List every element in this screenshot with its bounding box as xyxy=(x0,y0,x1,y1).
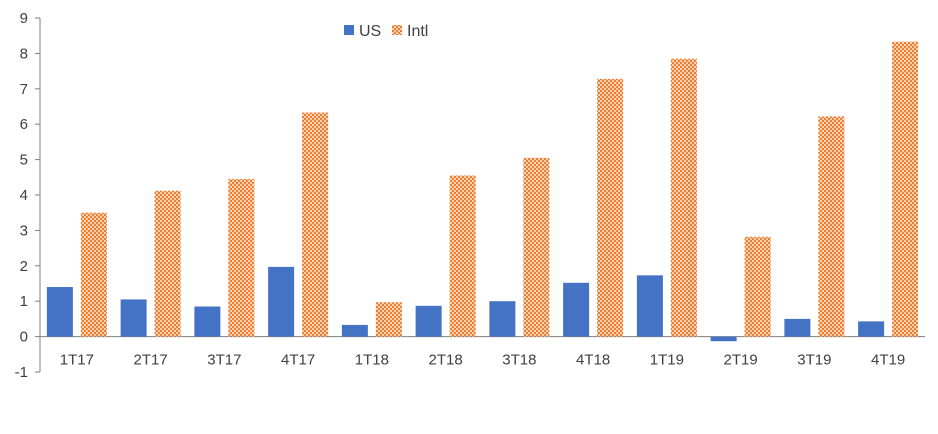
bar-us xyxy=(268,266,295,337)
legend-label-us: US xyxy=(359,23,381,40)
legend: US Intl xyxy=(344,23,428,40)
bar-us xyxy=(341,324,368,337)
x-tick-label: 1T18 xyxy=(355,352,389,369)
y-tick-label: 3 xyxy=(20,222,28,239)
x-tick-label: 4T18 xyxy=(576,352,610,369)
bar-us xyxy=(858,321,885,337)
x-tick-label: 1T17 xyxy=(60,352,94,369)
y-tick-label: -1 xyxy=(15,364,28,381)
bar-intl xyxy=(523,157,550,337)
axis-layer xyxy=(35,17,925,373)
x-tick-label: 2T19 xyxy=(724,352,758,369)
bar-us xyxy=(489,301,516,337)
bar-us xyxy=(563,282,590,337)
bar-intl xyxy=(670,58,697,337)
legend-swatch-us xyxy=(344,25,354,35)
legend-label-intl: Intl xyxy=(407,23,428,40)
bar-us xyxy=(194,306,221,337)
bar-intl xyxy=(80,212,107,337)
bar-intl xyxy=(818,116,845,337)
x-tick-label: 1T19 xyxy=(650,352,684,369)
label-layer: -1 0 1 2 3 4 5 6 7 8 9 1T17 2T17 3T17 4T17 1T18 2T18 3T18… xyxy=(15,10,906,381)
x-tick-label: 4T19 xyxy=(871,352,905,369)
bar-intl xyxy=(449,175,476,337)
x-tick-label: 2T17 xyxy=(134,352,168,369)
y-tick-label: 9 xyxy=(20,10,28,27)
bar-us xyxy=(784,318,811,337)
bar-intl xyxy=(375,302,402,337)
bar-intl xyxy=(302,112,329,337)
bar-layer xyxy=(46,41,919,342)
y-tick-label: 2 xyxy=(20,258,28,275)
bar-us xyxy=(120,299,147,337)
y-tick-label: 0 xyxy=(20,329,28,346)
x-tick-label: 3T17 xyxy=(207,352,241,369)
x-tick-label: 3T19 xyxy=(797,352,831,369)
x-tick-label: 2T18 xyxy=(429,352,463,369)
y-tick-label: 1 xyxy=(20,293,28,310)
bar-intl xyxy=(154,190,181,337)
bar-us xyxy=(415,305,442,337)
legend-swatch-intl xyxy=(392,25,402,35)
y-tick-label: 5 xyxy=(20,152,28,169)
bar-intl xyxy=(892,41,919,337)
bar-intl xyxy=(597,78,624,337)
bar-us xyxy=(636,275,663,337)
bar-intl xyxy=(228,179,255,337)
bar-us xyxy=(710,336,737,342)
bar-us xyxy=(46,287,73,337)
x-tick-label: 4T17 xyxy=(281,352,315,369)
y-tick-label: 8 xyxy=(20,45,28,62)
bar-intl xyxy=(744,236,771,337)
y-tick-label: 4 xyxy=(20,187,28,204)
y-tick-label: 7 xyxy=(20,81,28,98)
y-tick-label: 6 xyxy=(20,116,28,133)
x-tick-label: 3T18 xyxy=(502,352,536,369)
